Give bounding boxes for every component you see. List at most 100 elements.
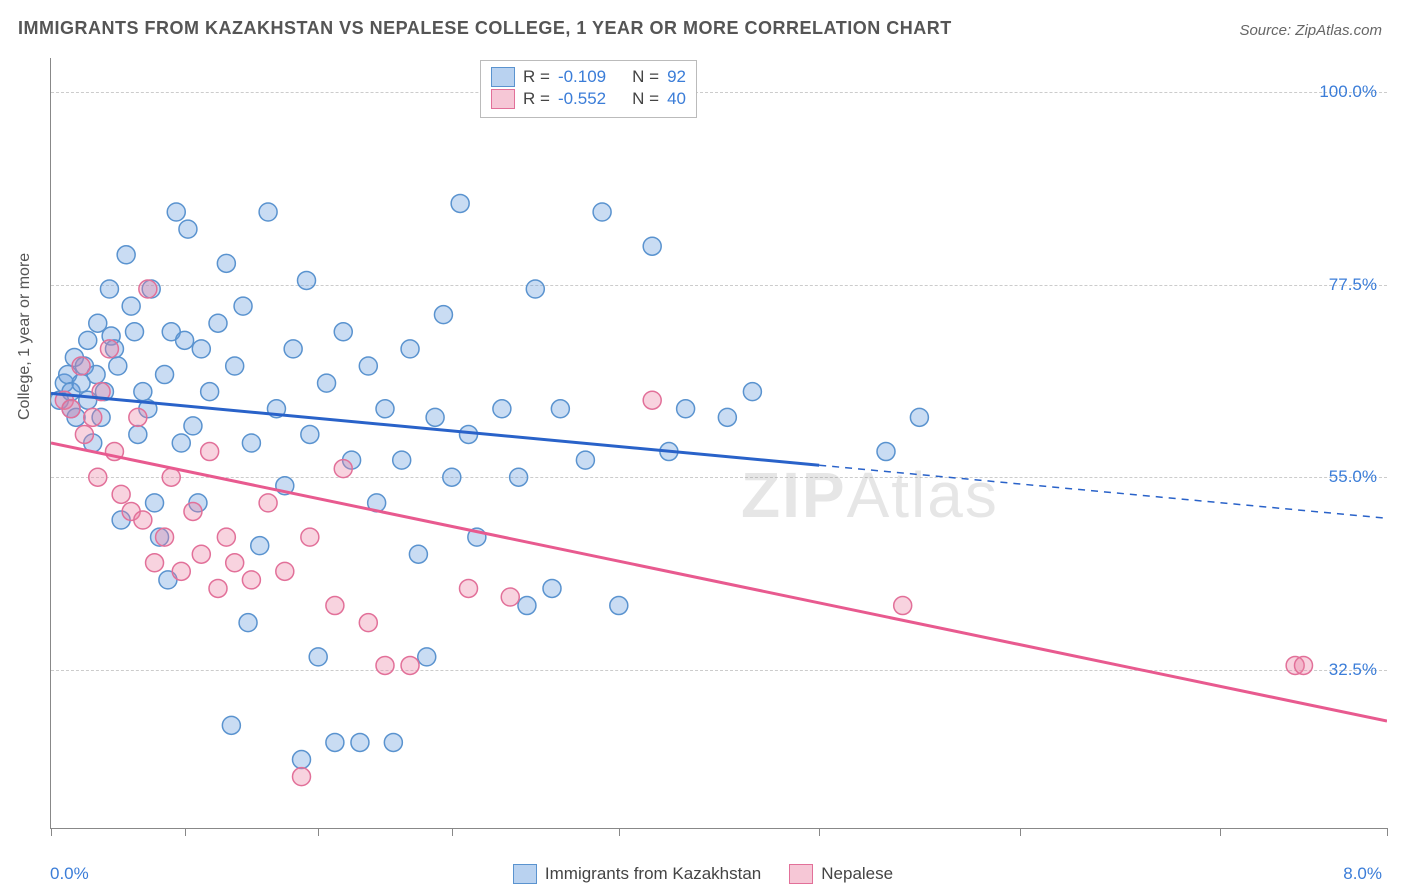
y-axis-title: College, 1 year or more <box>16 253 34 420</box>
blue-point <box>518 597 536 615</box>
blue-point <box>298 271 316 289</box>
blue-point <box>677 400 695 418</box>
n-value: 92 <box>667 67 686 87</box>
x-tick <box>51 828 52 836</box>
legend-label: Nepalese <box>821 864 893 884</box>
blue-point <box>401 340 419 358</box>
x-tick <box>1387 828 1388 836</box>
pink-point <box>259 494 277 512</box>
blue-point <box>643 237 661 255</box>
blue-point <box>184 417 202 435</box>
legend-item-blue: Immigrants from Kazakhstan <box>513 864 761 884</box>
swatch-pink-icon <box>491 89 515 109</box>
blue-point <box>493 400 511 418</box>
blue-point <box>222 716 240 734</box>
legend-row-blue: R = -0.109 N = 92 <box>491 67 686 87</box>
pink-point <box>134 511 152 529</box>
pink-point <box>401 656 419 674</box>
blue-point <box>117 246 135 264</box>
pink-point <box>172 562 190 580</box>
pink-point <box>326 597 344 615</box>
blue-point <box>384 733 402 751</box>
blue-point <box>743 383 761 401</box>
blue-point <box>259 203 277 221</box>
blue-point <box>217 254 235 272</box>
pink-point <box>84 408 102 426</box>
blue-point <box>309 648 327 666</box>
x-tick <box>819 828 820 836</box>
blue-point <box>551 400 569 418</box>
pink-point <box>217 528 235 546</box>
blue-point <box>576 451 594 469</box>
legend-top: R = -0.109 N = 92 R = -0.552 N = 40 <box>480 60 697 118</box>
blue-point <box>418 648 436 666</box>
n-label: N = <box>632 67 659 87</box>
blue-point <box>156 366 174 384</box>
blue-point <box>293 751 311 769</box>
blue-point <box>172 434 190 452</box>
r-label: R = <box>523 67 550 87</box>
x-tick <box>452 828 453 836</box>
pink-point <box>301 528 319 546</box>
pink-point <box>75 425 93 443</box>
swatch-pink-icon <box>789 864 813 884</box>
r-label: R = <box>523 89 550 109</box>
blue-point <box>351 733 369 751</box>
pink-point <box>201 443 219 461</box>
blue-point <box>434 306 452 324</box>
pink-point <box>209 579 227 597</box>
blue-point <box>543 579 561 597</box>
pink-point <box>1295 656 1313 674</box>
blue-point <box>100 280 118 298</box>
blue-point <box>134 383 152 401</box>
blue-point <box>109 357 127 375</box>
blue-point <box>201 383 219 401</box>
x-tick <box>1020 828 1021 836</box>
blue-point <box>910 408 928 426</box>
blue-point <box>326 733 344 751</box>
blue-point <box>176 331 194 349</box>
blue-point <box>167 203 185 221</box>
legend-row-pink: R = -0.552 N = 40 <box>491 89 686 109</box>
pink-point <box>89 468 107 486</box>
pink-point <box>643 391 661 409</box>
pink-point <box>129 408 147 426</box>
blue-point <box>718 408 736 426</box>
blue-point <box>376 400 394 418</box>
blue-point <box>593 203 611 221</box>
pink-point <box>184 502 202 520</box>
blue-point <box>393 451 411 469</box>
blue-point <box>443 468 461 486</box>
pink-point <box>146 554 164 572</box>
blue-point <box>251 537 269 555</box>
blue-point <box>126 323 144 341</box>
blue-point <box>526 280 544 298</box>
pink-point <box>100 340 118 358</box>
blue-point <box>359 357 377 375</box>
blue-point <box>122 297 140 315</box>
pink-point <box>72 357 90 375</box>
blue-point <box>192 340 210 358</box>
x-tick <box>1220 828 1221 836</box>
blue-point <box>610 597 628 615</box>
blue-point <box>409 545 427 563</box>
blue-point <box>318 374 336 392</box>
blue-point <box>79 331 97 349</box>
legend-item-pink: Nepalese <box>789 864 893 884</box>
pink-point <box>293 768 311 786</box>
blue-point <box>242 434 260 452</box>
blue-point <box>877 443 895 461</box>
n-label: N = <box>632 89 659 109</box>
blue-point <box>451 194 469 212</box>
swatch-blue-icon <box>491 67 515 87</box>
blue-point <box>510 468 528 486</box>
pink-point <box>242 571 260 589</box>
pink-point <box>162 468 180 486</box>
blue-point <box>129 425 147 443</box>
pink-point <box>894 597 912 615</box>
chart-title: IMMIGRANTS FROM KAZAKHSTAN VS NEPALESE C… <box>18 18 952 39</box>
blue-point <box>426 408 444 426</box>
blue-point <box>146 494 164 512</box>
pink-point <box>112 485 130 503</box>
pink-point <box>359 614 377 632</box>
